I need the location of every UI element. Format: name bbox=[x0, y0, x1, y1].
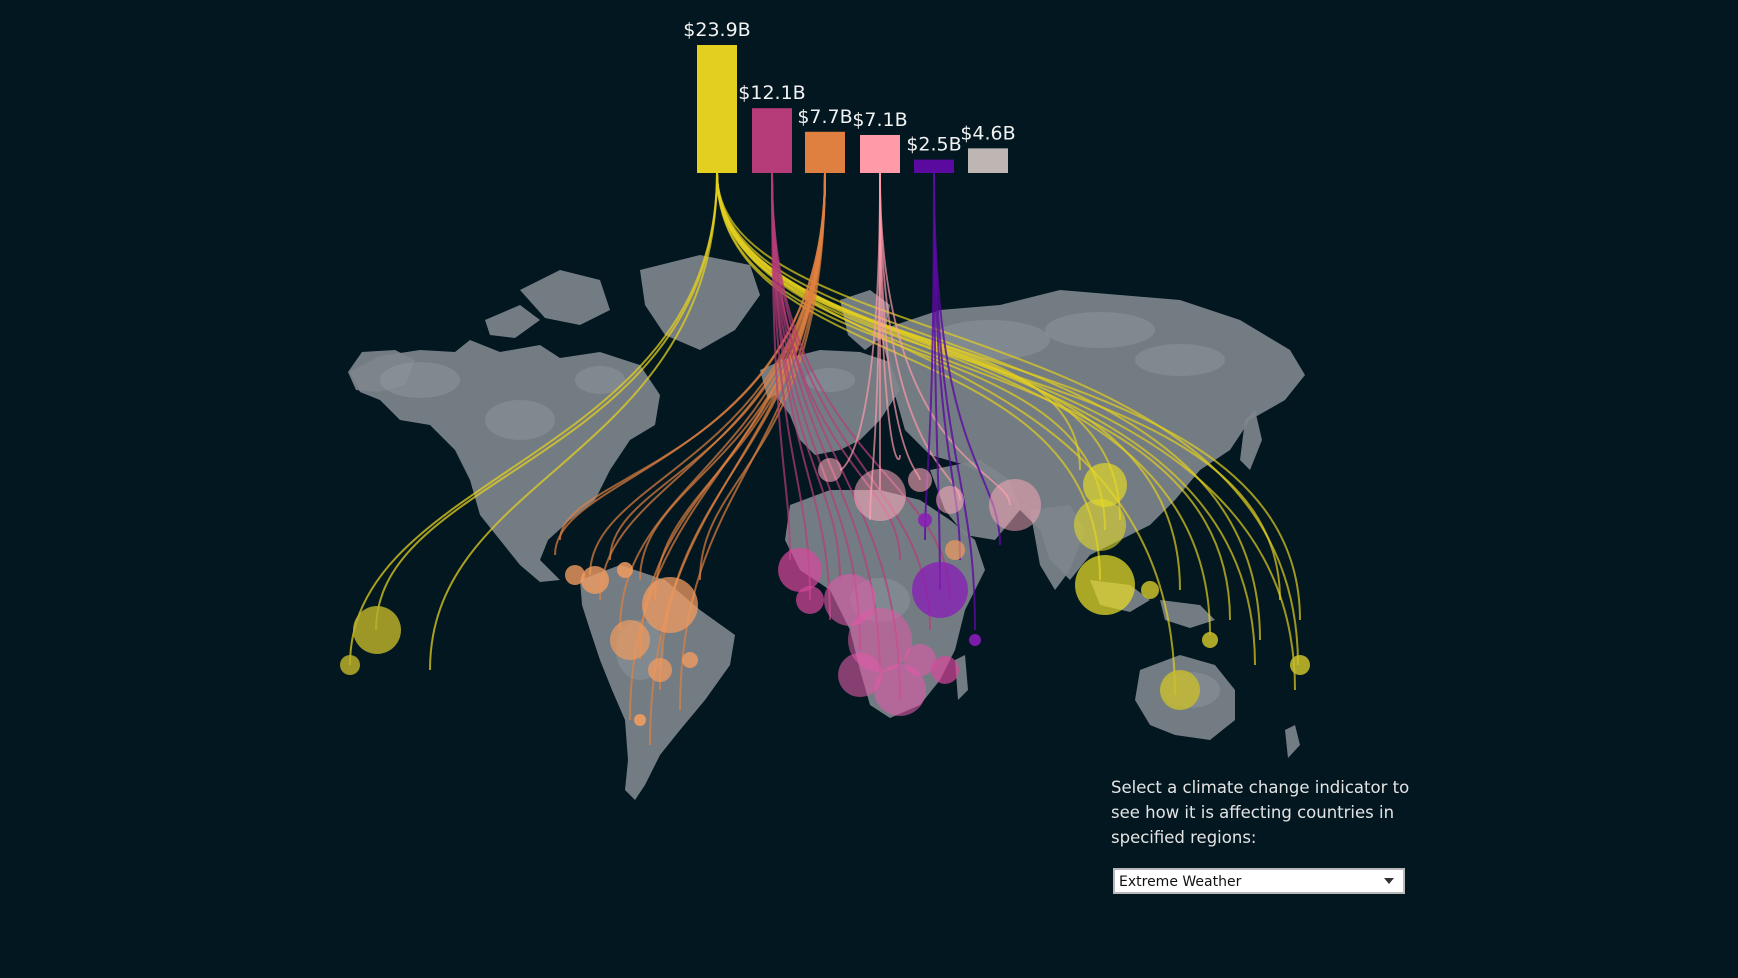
country-bubble-7 bbox=[1202, 632, 1218, 648]
country-bubble-30 bbox=[912, 562, 968, 618]
country-bubbles bbox=[340, 458, 1310, 726]
continent-0 bbox=[350, 340, 660, 582]
country-bubble-23 bbox=[796, 586, 824, 614]
yellow-flow-2 bbox=[429, 172, 718, 671]
bar-value-label-4: $2.5B bbox=[906, 134, 961, 156]
country-bubble-21 bbox=[838, 653, 882, 697]
country-bubble-1 bbox=[340, 655, 360, 675]
land-texture-4 bbox=[1045, 312, 1155, 348]
continent-15 bbox=[1160, 600, 1215, 628]
country-bubble-11 bbox=[581, 566, 609, 594]
country-bubble-5 bbox=[1160, 670, 1200, 710]
land-texture-0 bbox=[380, 362, 460, 398]
country-bubble-15 bbox=[565, 565, 585, 585]
country-bubble-27 bbox=[936, 486, 964, 514]
country-bubble-26 bbox=[989, 479, 1041, 531]
country-bubble-12 bbox=[648, 658, 672, 682]
land-texture-2 bbox=[575, 366, 625, 394]
pink-flow-4 bbox=[839, 172, 881, 471]
country-bubble-17 bbox=[778, 548, 822, 592]
bar-5 bbox=[968, 148, 1008, 173]
continent-6 bbox=[775, 350, 900, 455]
continent-13 bbox=[1030, 505, 1085, 590]
orange-flow-9 bbox=[559, 172, 826, 541]
bar-value-label-5: $4.6B bbox=[960, 122, 1015, 144]
bar-2 bbox=[805, 131, 845, 173]
bar-4 bbox=[914, 159, 954, 173]
yellow-flow-1 bbox=[349, 172, 718, 666]
bar-value-label-3: $7.1B bbox=[852, 109, 907, 131]
yellow-flow-16 bbox=[716, 172, 1081, 471]
continent-1 bbox=[348, 350, 415, 392]
bar-value-label-0: $23.9B bbox=[683, 19, 750, 41]
country-bubble-29 bbox=[818, 458, 842, 482]
yellow-flow-13 bbox=[716, 172, 1261, 641]
orange-flow-12 bbox=[699, 172, 826, 581]
indicator-control: Select a climate change indicator to see… bbox=[1111, 775, 1411, 894]
continent-10 bbox=[955, 655, 968, 700]
country-bubble-24 bbox=[931, 656, 959, 684]
land-texture-1 bbox=[485, 400, 555, 440]
indicator-prompt: Select a climate change indicator to see… bbox=[1111, 778, 1410, 847]
country-bubble-0 bbox=[353, 606, 401, 654]
indicator-dropdown[interactable]: Extreme Weather bbox=[1113, 868, 1405, 894]
country-bubble-9 bbox=[642, 577, 698, 633]
country-bubble-31 bbox=[969, 634, 981, 646]
bar-chart: $23.9B $12.1B$7.7B $7.1B $2.5B$4.6B bbox=[683, 19, 1016, 173]
pink-flow-5 bbox=[879, 172, 901, 461]
land-texture-9 bbox=[805, 368, 855, 392]
country-bubble-25 bbox=[854, 469, 906, 521]
country-bubble-8 bbox=[1141, 581, 1159, 599]
yellow-flow-3 bbox=[716, 172, 1106, 531]
purple-flow-2 bbox=[933, 172, 976, 631]
bar-3 bbox=[860, 134, 900, 173]
country-bubble-3 bbox=[1074, 499, 1126, 551]
country-bubble-16 bbox=[617, 562, 633, 578]
country-bubble-22 bbox=[904, 644, 936, 676]
pink-flow-6 bbox=[869, 172, 881, 521]
country-bubble-32 bbox=[918, 513, 932, 527]
bar-0 bbox=[697, 45, 737, 173]
country-bubble-10 bbox=[610, 620, 650, 660]
country-bubble-20 bbox=[874, 664, 926, 716]
bar-1 bbox=[752, 108, 792, 173]
yellow-flow-12 bbox=[716, 172, 1176, 696]
continent-16 bbox=[1240, 410, 1262, 470]
country-bubble-14 bbox=[634, 714, 646, 726]
orange-flow-10 bbox=[609, 172, 826, 561]
dropdown-selected-value: Extreme Weather bbox=[1119, 874, 1242, 890]
continent-4 bbox=[485, 305, 540, 338]
country-bubble-4 bbox=[1075, 555, 1135, 615]
magenta-flow-9 bbox=[771, 172, 841, 581]
yellow-flow-4 bbox=[716, 172, 1101, 581]
yellow-flow-0 bbox=[375, 172, 718, 631]
continent-3 bbox=[520, 270, 610, 325]
yellow-flow-15 bbox=[716, 172, 1301, 621]
country-bubble-33 bbox=[945, 540, 965, 560]
magenta-flow-8 bbox=[771, 172, 901, 561]
continent-2 bbox=[640, 255, 760, 350]
flow-lines bbox=[349, 172, 1301, 746]
orange-flow-13 bbox=[639, 172, 826, 581]
land-texture-5 bbox=[1135, 344, 1225, 376]
continent-18 bbox=[1285, 725, 1300, 758]
country-bubble-6 bbox=[1290, 655, 1310, 675]
chevron-down-icon[interactable] bbox=[1384, 878, 1394, 884]
world-map bbox=[348, 255, 1305, 800]
bar-value-label-2: $7.7B bbox=[797, 106, 852, 128]
bar-value-label-1: $12.1B bbox=[738, 82, 805, 104]
country-bubble-28 bbox=[908, 468, 932, 492]
country-bubble-2 bbox=[1083, 463, 1127, 507]
country-bubble-13 bbox=[682, 652, 698, 668]
